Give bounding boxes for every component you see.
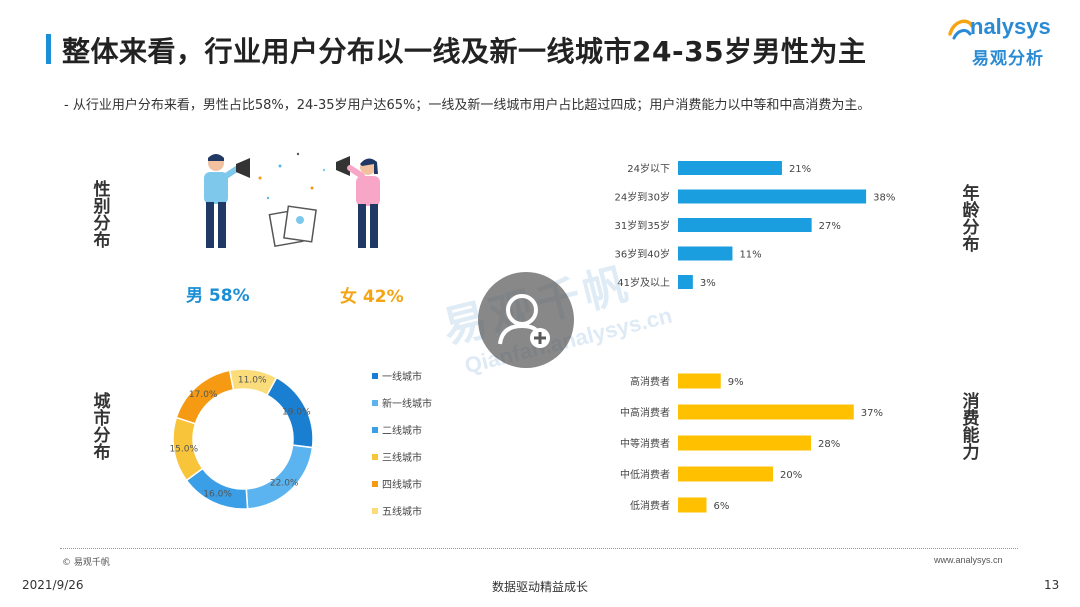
donut-slice <box>228 368 278 397</box>
male-percentage: 男 58% <box>186 286 250 306</box>
legend-item: 五线城市 <box>372 497 432 524</box>
donut-slice-label: 19.0% <box>282 408 311 418</box>
legend-swatch <box>372 507 378 514</box>
city-donut-chart: 19.0% 22.0% 16.0% 15.0% 17.0% 11.0% <box>169 368 314 510</box>
bar-category-label: 低消费者 <box>630 499 670 512</box>
donut-slice-label: 15.0% <box>169 445 198 455</box>
legend-swatch <box>372 480 378 487</box>
legend-swatch <box>372 453 378 460</box>
bar-value-label: 28% <box>818 439 840 450</box>
donut-slice-label: 17.0% <box>189 390 218 400</box>
legend-label: 二线城市 <box>382 426 422 437</box>
bar-category-label: 中等消费者 <box>620 437 670 450</box>
summary-text: - 从行业用户分布来看，男性占比58%，24-35岁用户达65%；一线及新一线城… <box>64 98 871 113</box>
bar <box>678 161 782 175</box>
bar-value-label: 38% <box>873 193 895 204</box>
bar-value-label: 6% <box>714 501 730 512</box>
section-label-city: 城市分布 <box>93 392 111 463</box>
bar <box>678 404 854 420</box>
bar <box>678 275 693 289</box>
age-bar-chart: 24岁以下 21% 24岁到30岁 38% 31岁到35岁 27% 36岁到40岁 11% 41… <box>615 161 895 289</box>
legend-item: 三线城市 <box>372 443 432 470</box>
logo-english: nalysys <box>970 14 1051 39</box>
male-figure-icon <box>204 154 250 248</box>
bar-value-label: 11% <box>739 250 761 261</box>
legend-item: 二线城市 <box>372 416 432 443</box>
bar-value-label: 3% <box>700 278 716 289</box>
add-user-icon[interactable] <box>478 272 574 368</box>
footer-url: www.analysys.cn <box>934 555 1003 565</box>
page-title: 整体来看，行业用户分布以一线及新一线城市24-35岁男性为主 <box>62 35 867 68</box>
legend-label: 五线城市 <box>382 507 422 518</box>
female-figure-icon <box>336 156 380 248</box>
donut-slice-label: 16.0% <box>203 489 232 499</box>
footer-date: 2021/9/26 <box>22 578 84 592</box>
bar-category-label: 41岁及以上 <box>617 276 670 289</box>
bar <box>678 435 811 451</box>
donut-slice <box>245 444 314 510</box>
logo-swoosh-icon <box>948 19 974 40</box>
page-number: 13 <box>1044 578 1060 592</box>
legend-swatch <box>372 372 378 379</box>
legend-swatch <box>372 426 378 433</box>
legend-label: 三线城市 <box>382 453 422 464</box>
female-percentage: 女 42% <box>340 287 404 307</box>
bar-value-label: 37% <box>861 408 883 419</box>
bar-value-label: 9% <box>728 377 744 388</box>
bar <box>678 246 733 261</box>
bar-category-label: 中低消费者 <box>620 468 670 481</box>
footer-divider <box>60 548 1018 549</box>
analysys-logo: nalysys 易观分析 <box>946 14 1056 72</box>
legend-label: 新一线城市 <box>382 399 432 410</box>
bar-category-label: 31岁到35岁 <box>615 219 670 232</box>
legend-swatch <box>372 399 378 406</box>
bar-category-label: 24岁以下 <box>627 162 670 175</box>
section-label-age: 年龄分布 <box>962 184 980 255</box>
city-legend: 一线城市新一线城市二线城市三线城市四线城市五线城市 <box>372 362 432 524</box>
legend-label: 四线城市 <box>382 480 422 491</box>
bar <box>678 218 812 232</box>
title-accent-bar <box>46 34 51 64</box>
bar-category-label: 24岁到30岁 <box>615 191 670 204</box>
bar-category-label: 中高消费者 <box>620 406 670 419</box>
bar-category-label: 高消费者 <box>630 375 670 388</box>
footer-copyright: © 易观千帆 <box>62 558 110 568</box>
legend-item: 一线城市 <box>372 362 432 389</box>
cards-icon <box>268 205 317 248</box>
bar <box>678 373 721 389</box>
section-label-consumption: 消费能力 <box>962 392 980 463</box>
legend-item: 四线城市 <box>372 470 432 497</box>
donut-slice-label: 11.0% <box>238 376 267 386</box>
bar <box>678 466 773 482</box>
logo-chinese: 易观分析 <box>972 49 1044 69</box>
bar <box>678 497 707 513</box>
bar-category-label: 36岁到40岁 <box>615 248 670 261</box>
consumption-bar-chart: 高消费者 9% 中高消费者 37% 中等消费者 28% 中低消费者 20% 低消费者 6% <box>620 373 883 513</box>
footer-slogan: 数据驱动精益成长 <box>491 580 588 594</box>
legend-item: 新一线城市 <box>372 389 432 416</box>
bar-value-label: 21% <box>789 164 811 175</box>
donut-slice-label: 22.0% <box>270 479 299 489</box>
section-label-gender: 性别分布 <box>93 180 111 251</box>
gender-illustration <box>204 152 380 248</box>
bar-value-label: 27% <box>819 221 841 232</box>
legend-label: 一线城市 <box>382 372 422 383</box>
bar-value-label: 20% <box>780 470 802 481</box>
bar <box>678 189 867 204</box>
